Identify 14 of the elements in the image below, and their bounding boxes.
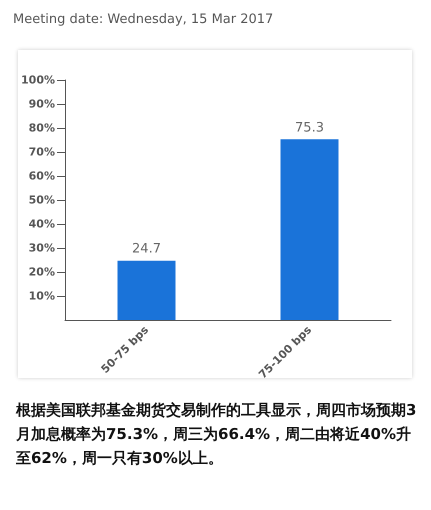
y-tick-label: 70% — [28, 146, 55, 158]
data-label: 24.7 — [132, 242, 161, 257]
y-tick-label: 50% — [28, 194, 55, 206]
y-tick-label: 100% — [21, 74, 55, 86]
y-tick-label: 30% — [28, 242, 55, 254]
y-tick-label: 20% — [28, 266, 55, 278]
y-tick-label: 40% — [28, 218, 55, 230]
y-tick-label: 60% — [28, 170, 55, 182]
text: 根据美国联邦基金期货交易制作的工具显示，周四市场预期3月加息概率为75.3%，周三为66.4%，周二由将近40%升至62%，周一只有30%以上。 — [16, 400, 418, 469]
y-tick-label: 10% — [28, 290, 55, 302]
y-tick-label: 80% — [28, 122, 55, 134]
chart-title: Meeting date: Wednesday, 15 Mar 2017 — [13, 12, 274, 27]
y-tick-label: 90% — [28, 98, 55, 110]
data-label: 75.3 — [295, 120, 324, 136]
